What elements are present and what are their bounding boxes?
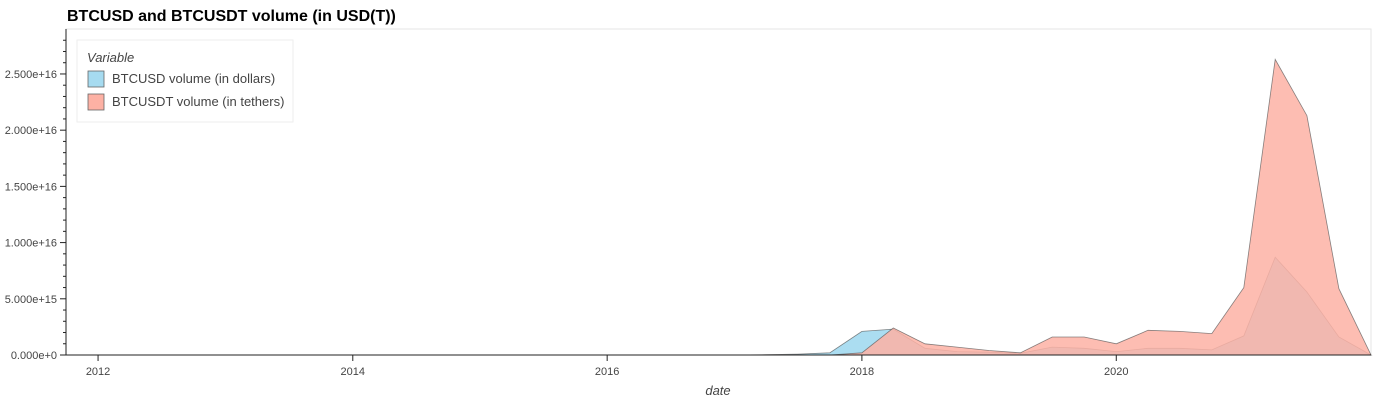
y-tick-label: 2.000e+16 (5, 125, 57, 137)
legend-items: BTCUSD volume (in dollars) BTCUSDT volume… (87, 70, 284, 111)
legend-swatch (87, 70, 105, 88)
x-tick-label: 2020 (1104, 366, 1128, 378)
y-tick-label: 5.000e+15 (5, 294, 57, 306)
legend-box (76, 39, 294, 123)
x-tick-label: 2012 (86, 366, 110, 378)
legend-swatch (87, 93, 105, 111)
y-axis-ticks: 0.000e+0 5.000e+15 1.000e+16 1.500e+16 2.000… (5, 39, 66, 362)
x-tick-label: 2016 (595, 366, 619, 378)
x-tick-label: 2014 (341, 366, 365, 378)
chart-title: BTCUSD and BTCUSDT volume (in USD(T)) (67, 8, 396, 25)
legend-label: BTCUSDT volume (in tethers) (112, 94, 284, 109)
x-axis-ticks: 2012 2014 2016 2018 2020 (86, 355, 1129, 378)
legend: Variable BTCUSD volume (in dollars)BTCUS… (76, 39, 294, 123)
x-tick-label: 2018 (850, 366, 874, 378)
y-tick-label: 1.500e+16 (5, 181, 57, 193)
y-tick-label: 1.000e+16 (5, 238, 57, 250)
x-axis-label: date (705, 383, 730, 398)
legend-title: Variable (87, 50, 134, 65)
y-tick-label: 0.000e+0 (11, 350, 57, 362)
legend-label: BTCUSD volume (in dollars) (112, 71, 275, 86)
y-tick-label: 2.500e+16 (5, 69, 57, 81)
